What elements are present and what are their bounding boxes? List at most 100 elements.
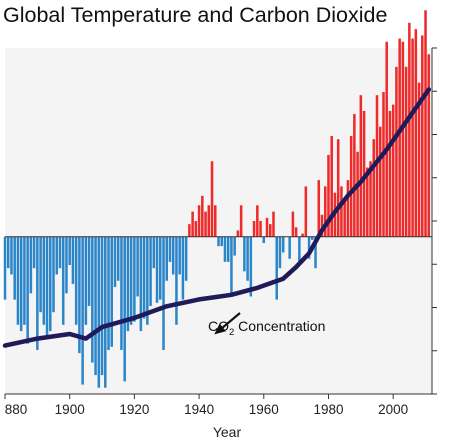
temperature-bar-1914 <box>113 236 117 288</box>
temperature-bar-2008 <box>417 82 421 237</box>
temperature-bar-1983 <box>336 139 340 237</box>
temperature-bar-1966 <box>281 236 285 253</box>
temperature-bar-1979 <box>323 186 327 237</box>
temperature-bar-1906 <box>87 236 91 306</box>
temperature-bar-1972 <box>301 233 304 237</box>
temperature-bar-1900 <box>68 236 71 266</box>
temperature-bar-1922 <box>139 236 143 332</box>
temperature-bars <box>3 10 431 388</box>
temperature-bar-1974 <box>307 236 311 259</box>
temperature-bar-1907 <box>91 236 94 363</box>
temperature-bar-2009 <box>421 35 424 237</box>
temperature-bar-1978 <box>320 214 324 237</box>
temperature-bar-1925 <box>149 236 152 306</box>
temperature-bar-1969 <box>291 211 295 237</box>
temperature-bar-1986 <box>346 180 350 237</box>
x-tick-label: 1920 <box>119 402 149 417</box>
temperature-bar-1910 <box>100 236 104 376</box>
temperature-bar-1954 <box>243 236 246 272</box>
temperature-bar-1990 <box>359 95 363 237</box>
temperature-bar-1890 <box>36 236 39 350</box>
x-tick-label: 1960 <box>249 402 279 417</box>
co2-annotation: CO2 Concentration <box>208 312 325 338</box>
temperature-bar-2000 <box>391 104 395 237</box>
x-tick-label: 880 <box>5 402 28 417</box>
temperature-bar-1899 <box>65 236 68 294</box>
temperature-bar-2007 <box>414 29 418 237</box>
temperature-bar-1919 <box>129 236 133 325</box>
temperature-bar-1944 <box>210 161 214 237</box>
temperature-bar-1921 <box>136 236 139 297</box>
temperature-bar-1950 <box>230 236 233 294</box>
temperature-bar-1987 <box>349 136 353 237</box>
temperature-bar-1968 <box>288 236 291 259</box>
temperature-bar-1935 <box>181 236 185 300</box>
temperature-bar-1887 <box>26 236 29 344</box>
temperature-bar-1898 <box>61 236 65 325</box>
temperature-bar-2010 <box>424 10 427 237</box>
temperature-bar-1942 <box>204 211 207 237</box>
temperature-bar-1999 <box>388 110 392 237</box>
temperature-bar-1895 <box>52 236 55 313</box>
annotation-arrow <box>219 312 241 331</box>
temperature-bar-1927 <box>155 236 159 303</box>
temperature-bar-1889 <box>32 236 36 269</box>
temperature-bar-1964 <box>275 236 278 300</box>
temperature-bar-1970 <box>294 227 298 237</box>
temperature-bar-1912 <box>107 236 110 350</box>
temperature-bar-1939 <box>194 221 198 237</box>
temperature-bar-1882 <box>10 236 13 275</box>
x-tick-label: 2000 <box>378 402 408 417</box>
temperature-bar-1903 <box>78 236 81 354</box>
temperature-bar-1960 <box>262 236 266 244</box>
temperature-bar-1946 <box>217 236 220 247</box>
temperature-bar-1937 <box>188 224 191 237</box>
temperature-bar-1924 <box>146 236 149 325</box>
temperature-bar-1971 <box>298 236 301 262</box>
temperature-bar-1995 <box>375 95 379 237</box>
temperature-bar-1891 <box>39 236 42 313</box>
temperature-bar-1955 <box>246 236 249 281</box>
temperature-bar-1994 <box>372 139 376 237</box>
temperature-bar-1975 <box>311 236 314 240</box>
temperature-bar-1913 <box>110 236 114 347</box>
temperature-bar-1940 <box>197 205 201 237</box>
temperature-bar-1902 <box>74 236 78 325</box>
temperature-bar-1965 <box>278 236 282 269</box>
temperature-bar-1943 <box>207 205 211 237</box>
temperature-bar-1949 <box>226 236 230 262</box>
temperature-bar-1908 <box>94 236 97 376</box>
temperature-bar-1880 <box>3 236 7 300</box>
temperature-bar-1956 <box>249 236 253 297</box>
temperature-bar-1998 <box>385 41 388 237</box>
temperature-bar-1976 <box>314 236 317 269</box>
x-tick-label: 1900 <box>55 402 85 417</box>
temperature-bar-1888 <box>29 236 33 294</box>
temperature-bar-2011 <box>427 54 431 237</box>
annotation-arrowhead <box>214 323 226 335</box>
temperature-bar-1897 <box>58 236 62 269</box>
temperature-bar-1904 <box>81 236 84 385</box>
temperature-bar-2004 <box>404 66 408 237</box>
y-axis-right <box>431 47 437 395</box>
temperature-bar-1945 <box>214 205 217 237</box>
temperature-bar-1993 <box>369 161 372 237</box>
annotation-label-rest: Concentration <box>234 318 325 334</box>
temperature-bar-1893 <box>45 236 49 338</box>
temperature-bar-1952 <box>236 230 240 237</box>
temperature-bar-1958 <box>256 205 259 237</box>
temperature-bar-1947 <box>220 236 223 247</box>
temperature-bar-1883 <box>13 236 16 300</box>
temperature-bar-1917 <box>123 236 126 382</box>
temperature-bar-1896 <box>55 236 59 275</box>
temperature-bar-1923 <box>142 236 146 319</box>
x-axis: 880 1900 1920 1940 1960 1980 2000 <box>4 393 432 417</box>
temperature-bar-1959 <box>259 221 262 237</box>
temperature-bar-1901 <box>71 236 75 284</box>
temperature-bar-1920 <box>133 236 136 322</box>
temperature-bar-1989 <box>356 151 359 237</box>
temperature-bar-1961 <box>265 217 269 237</box>
temperature-bar-1997 <box>382 92 385 237</box>
temperature-bar-1915 <box>116 236 120 281</box>
temperature-bar-1981 <box>330 136 333 237</box>
